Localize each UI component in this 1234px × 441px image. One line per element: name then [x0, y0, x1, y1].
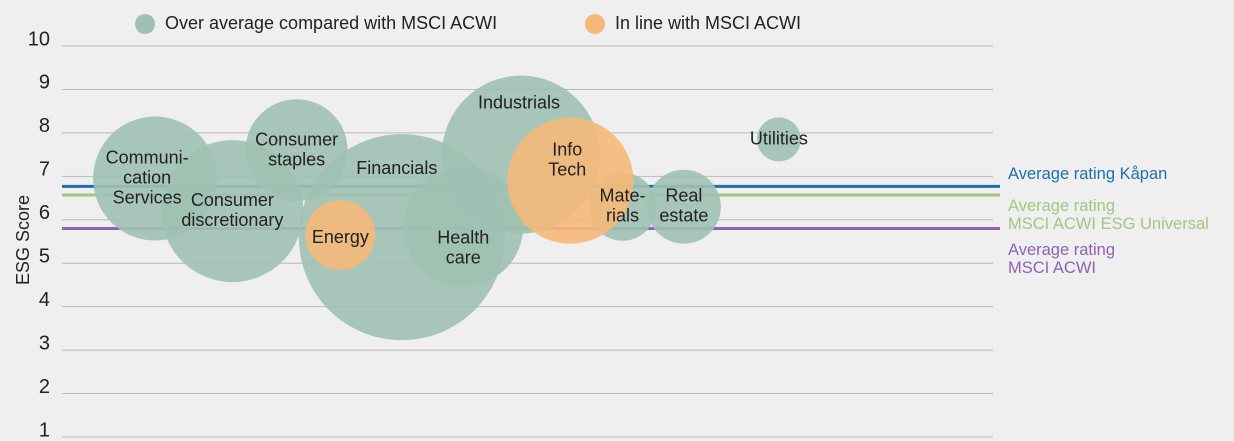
- bubble: [305, 199, 376, 270]
- y-tick-label: 3: [39, 332, 50, 354]
- y-tick-label: 9: [39, 72, 50, 94]
- bubble-label-line: discretionary: [181, 210, 283, 230]
- bubble-label: Health care: [437, 227, 489, 267]
- y-tick-label: 10: [28, 28, 50, 50]
- reference-label-line: Average rating Kåpan: [1008, 165, 1167, 183]
- reference-label: Average rating Kåpan: [1008, 165, 1167, 183]
- reference-label: Average rating MSCI ACWI ESG Universal: [1008, 197, 1209, 233]
- bubble: [646, 169, 721, 244]
- y-tick-label: 4: [39, 289, 50, 311]
- legend-swatch: [135, 14, 155, 34]
- bubble-label: Mate-rials: [599, 185, 645, 225]
- bubble-label: Financials: [356, 158, 437, 178]
- bubble-label: Consumer discretionary: [181, 190, 283, 230]
- reference-label-line: Average rating: [1008, 241, 1115, 259]
- bubble-label: Industrials: [478, 92, 560, 112]
- bubble-label: Info Tech: [548, 139, 586, 179]
- bubble-label-line: rials: [606, 205, 639, 225]
- bubble-label-line: Services: [113, 187, 182, 207]
- bubble-label: Communi-cation Services: [106, 147, 189, 207]
- y-tick-label: 5: [39, 246, 50, 268]
- bubble-label-line: estate: [659, 205, 708, 225]
- legend-label: In line with MSCI ACWI: [615, 13, 801, 33]
- bubble-label-line: Health: [437, 227, 489, 247]
- bubble-label: Consumer staples: [255, 129, 338, 169]
- bubble: [507, 117, 634, 244]
- y-axis-label: ESG Score: [13, 195, 33, 285]
- bubble-label-line: Energy: [312, 227, 369, 247]
- y-tick-label: 2: [39, 376, 50, 398]
- bubble-label: Real estate: [659, 185, 708, 225]
- y-tick-label: 6: [39, 202, 50, 224]
- bubble-label-line: Industrials: [478, 92, 560, 112]
- bubble-label-line: Utilities: [750, 128, 808, 148]
- bubble: [756, 117, 801, 162]
- y-tick-label: 8: [39, 115, 50, 137]
- bubble-label-line: Communi-: [106, 147, 189, 167]
- bubble-label-line: Financials: [356, 158, 437, 178]
- bubble-label: Energy: [312, 227, 369, 247]
- bubble-label-line: Consumer: [255, 129, 338, 149]
- legend-label: Over average compared with MSCI ACWI: [165, 13, 497, 33]
- reference-label-line: MSCI ACWI ESG Universal: [1008, 215, 1209, 233]
- reference-label-line: MSCI ACWI: [1008, 259, 1096, 277]
- legend-swatch: [585, 14, 605, 34]
- bubble-label-line: Mate-: [599, 185, 645, 205]
- bubble-label-line: Consumer: [191, 190, 274, 210]
- bubble-label-line: staples: [268, 149, 325, 169]
- bubble-label-line: Real: [665, 185, 702, 205]
- y-tick-label: 1: [39, 419, 50, 441]
- bubble-label-line: Info: [552, 139, 582, 159]
- reference-label-line: Average rating: [1008, 197, 1115, 215]
- bubble-label-line: care: [446, 247, 481, 267]
- bubble-label-line: Tech: [548, 159, 586, 179]
- reference-label: Average rating MSCI ACWI: [1008, 241, 1115, 277]
- bubble-label: Utilities: [750, 128, 808, 148]
- y-tick-label: 7: [39, 159, 50, 181]
- bubble-label-line: cation: [123, 167, 171, 187]
